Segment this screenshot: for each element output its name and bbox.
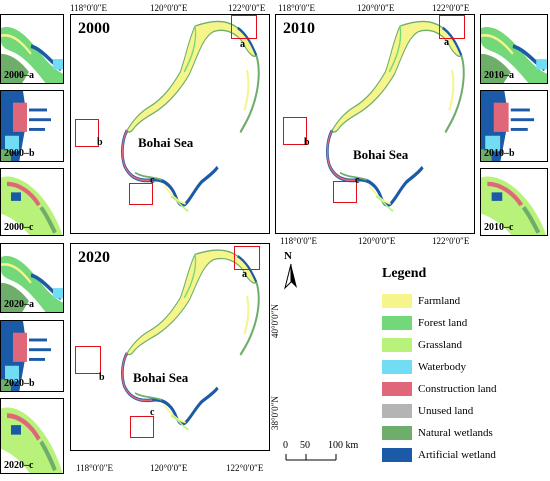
lon-label-122: 122°0′0″E — [228, 3, 266, 13]
legend-label: Unused land — [418, 405, 474, 417]
lon-label-118: 118°0′0″E — [76, 463, 113, 473]
inset-box-c[interactable] — [130, 416, 154, 438]
legend-swatch — [382, 404, 412, 418]
inset-thumb-2000-c[interactable]: 2000–c — [0, 168, 64, 236]
lon-label-120: 120°0′0″E — [357, 3, 395, 13]
inset-thumb-2020-a[interactable]: 2020–a — [0, 243, 64, 313]
inset-thumb-2000-b[interactable]: 2000–b — [0, 90, 64, 162]
inset-box-a[interactable] — [231, 15, 257, 39]
north-arrow: N — [280, 250, 302, 294]
inset-label: 2010–c — [484, 222, 514, 233]
inset-label: 2000–b — [4, 148, 35, 159]
zone-label-a: a — [242, 269, 247, 280]
zone-label-c: c — [355, 175, 360, 186]
map-panel-2010: 2010 Bohai Sea a b c — [275, 14, 475, 234]
map-panel-2020: 2020 Bohai Sea a b c — [70, 243, 270, 451]
lon-label-122: 122°0′0″E — [226, 463, 264, 473]
zone-label-b: b — [99, 372, 105, 383]
scale-bar-graphic — [285, 454, 337, 461]
inset-thumb-2010-b[interactable]: 2010–b — [480, 90, 548, 162]
inset-box-a[interactable] — [234, 246, 260, 270]
inset-label: 2000–a — [4, 70, 34, 81]
sea-label: Bohai Sea — [138, 135, 194, 150]
zone-label-b: b — [97, 137, 103, 148]
inset-thumb-2010-c[interactable]: 2010–c — [480, 168, 548, 236]
year-label-2000: 2000 — [78, 20, 110, 37]
legend-label: Farmland — [418, 295, 461, 307]
zone-label-a: a — [240, 39, 245, 50]
inset-box-b[interactable] — [75, 119, 99, 147]
inset-thumb-2020-b[interactable]: 2020–b — [0, 320, 64, 392]
legend-label: Forest land — [418, 317, 468, 329]
inset-label: 2010–b — [484, 148, 515, 159]
inset-label: 2000–c — [4, 222, 34, 233]
north-label: N — [284, 250, 292, 262]
legend-label: Construction land — [418, 383, 497, 395]
scale-tick-0: 0 — [283, 440, 288, 451]
legend-label: Waterbody — [418, 361, 466, 373]
zone-label-c: c — [150, 407, 155, 418]
lon-label-118: 118°0′0″E — [70, 3, 107, 13]
scale-tick-50: 50 — [300, 440, 310, 451]
legend-swatch — [382, 382, 412, 396]
inset-box-a[interactable] — [439, 15, 465, 39]
lon-label-118: 118°0′0″E — [278, 3, 315, 13]
legend-swatch — [382, 360, 412, 374]
scale-tick-100: 100 km — [328, 440, 359, 451]
inset-thumb-2020-c[interactable]: 2020–c — [0, 398, 64, 474]
lon-label-120: 120°0′0″E — [150, 463, 188, 473]
inset-box-b[interactable] — [75, 346, 101, 374]
inset-label: 2010–a — [484, 70, 514, 81]
legend-label: Grassland — [418, 339, 462, 351]
legend-swatch — [382, 294, 412, 308]
zone-label-c: c — [150, 175, 155, 186]
zone-label-b: b — [304, 137, 310, 148]
legend-label: Natural wetlands — [418, 427, 493, 439]
lon-label-122: 122°0′0″E — [432, 236, 470, 246]
year-label-2020: 2020 — [78, 249, 110, 266]
inset-box-c[interactable] — [129, 183, 153, 205]
inset-thumb-2010-a[interactable]: 2010–a — [480, 14, 548, 84]
legend-swatch — [382, 448, 412, 462]
inset-thumb-2000-a[interactable]: 2000–a — [0, 14, 64, 84]
north-arrow-icon — [284, 263, 297, 290]
scale-bar: 0 50 100 km — [282, 434, 382, 474]
legend-swatch — [382, 316, 412, 330]
inset-label: 2020–a — [4, 299, 34, 310]
legend-swatch — [382, 338, 412, 352]
sea-label: Bohai Sea — [133, 370, 189, 385]
inset-label: 2020–b — [4, 378, 35, 389]
legend-title: Legend — [382, 266, 427, 281]
lat-label-40: 40°0′0″N — [270, 304, 280, 338]
lon-label-120: 120°0′0″E — [150, 3, 188, 13]
zone-label-a: a — [444, 37, 449, 48]
year-label-2010: 2010 — [283, 20, 315, 37]
legend-swatch — [382, 426, 412, 440]
lat-label-38: 38°0′0″N — [270, 396, 280, 430]
inset-label: 2020–c — [4, 460, 34, 471]
sea-label: Bohai Sea — [353, 147, 409, 162]
lon-label-120: 120°0′0″E — [358, 236, 396, 246]
map-panel-2000: 2000 Bohai Sea a b c — [70, 14, 270, 234]
legend-label: Artificial wetland — [418, 449, 496, 461]
lon-label-122: 122°0′0″E — [432, 3, 470, 13]
inset-box-b[interactable] — [283, 117, 307, 145]
inset-box-c[interactable] — [333, 181, 357, 203]
lon-label-118: 118°0′0″E — [280, 236, 317, 246]
